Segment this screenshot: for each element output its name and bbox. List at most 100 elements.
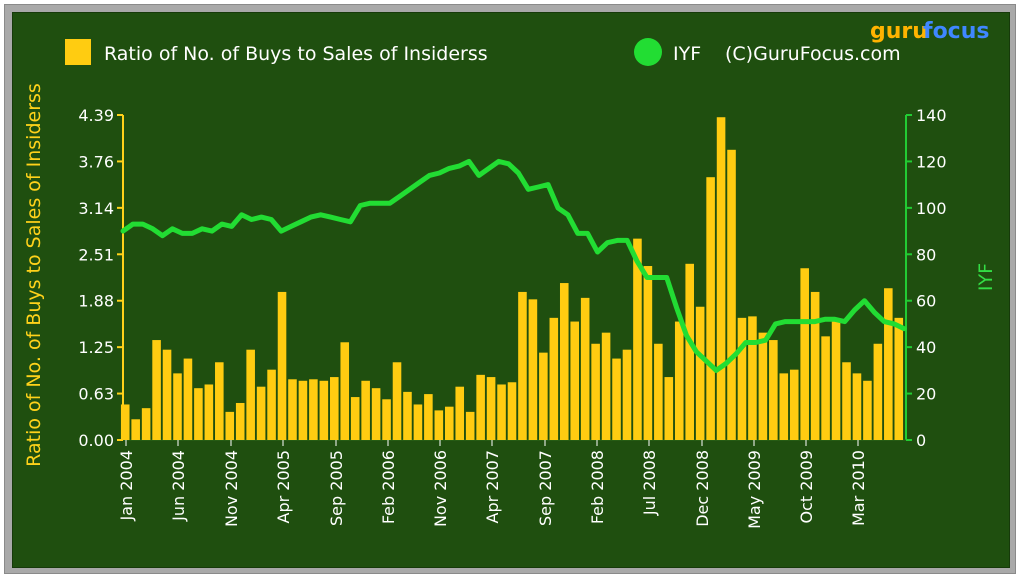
bar bbox=[319, 380, 329, 440]
bar bbox=[612, 358, 621, 440]
bar bbox=[350, 397, 360, 440]
y-left-tick-label: 1.88 bbox=[78, 292, 114, 311]
bar bbox=[413, 404, 423, 440]
x-tick-label: Mar 2010 bbox=[849, 450, 868, 526]
y-right-tick-label: 20 bbox=[916, 385, 936, 404]
bar bbox=[330, 377, 339, 440]
bar bbox=[727, 149, 736, 440]
y-right-tick-label: 100 bbox=[916, 199, 947, 218]
x-tick-label: Oct 2009 bbox=[797, 450, 816, 523]
x-tick-label: Feb 2008 bbox=[588, 450, 607, 524]
bar bbox=[152, 340, 161, 440]
bar bbox=[215, 362, 224, 440]
bar bbox=[246, 349, 255, 440]
bar bbox=[444, 406, 454, 440]
bar bbox=[486, 377, 496, 440]
bar bbox=[539, 352, 548, 440]
bar bbox=[685, 263, 694, 440]
y-right-tick-label: 0 bbox=[916, 431, 926, 450]
bar bbox=[831, 320, 841, 440]
y-right-tick-label: 120 bbox=[916, 152, 947, 171]
legend-line-swatch bbox=[634, 38, 662, 66]
bar bbox=[570, 321, 580, 440]
bar bbox=[528, 299, 538, 440]
legend-bars-label: Ratio of No. of Buys to Sales of Insider… bbox=[104, 43, 488, 65]
bar bbox=[194, 388, 203, 440]
bar bbox=[863, 380, 872, 440]
logo-text-focus: focus bbox=[923, 19, 989, 44]
x-axis-ticks: Jan 2004 Jun 2004 Nov 2004 Apr 2005 Sep 2005… bbox=[117, 440, 868, 529]
bar bbox=[559, 283, 569, 440]
y-left-tick-label: 0.63 bbox=[78, 385, 114, 404]
y-right-tick-label: 80 bbox=[916, 245, 936, 264]
y-left-tick-label: 2.51 bbox=[78, 245, 114, 264]
bar bbox=[371, 388, 381, 440]
bar bbox=[267, 369, 276, 440]
bar bbox=[580, 297, 590, 440]
bar bbox=[256, 386, 266, 440]
bar bbox=[737, 317, 747, 440]
bar bbox=[141, 408, 151, 440]
bar bbox=[654, 343, 663, 440]
y-left-tick-label: 3.76 bbox=[78, 152, 114, 171]
y-left-tick-label: 0.00 bbox=[78, 431, 114, 450]
logo-text-guru: guru bbox=[870, 19, 928, 44]
bar bbox=[225, 411, 235, 440]
y-left-tick-label: 4.39 bbox=[78, 106, 114, 125]
bar bbox=[769, 340, 778, 440]
bar bbox=[633, 238, 642, 440]
bar bbox=[706, 177, 715, 441]
bar bbox=[674, 321, 684, 440]
bar-series bbox=[120, 117, 904, 441]
bar bbox=[340, 342, 350, 440]
x-tick-label: May 2009 bbox=[745, 450, 764, 529]
bar bbox=[852, 373, 862, 440]
bar bbox=[810, 291, 820, 440]
x-tick-label: Jun 2004 bbox=[169, 450, 188, 522]
line-path bbox=[120, 158, 907, 373]
y-axis-left-title: Ratio of No. of Buys to Sales of Insider… bbox=[23, 83, 45, 467]
bar bbox=[643, 266, 653, 440]
bar bbox=[894, 317, 904, 440]
bar bbox=[392, 362, 402, 440]
bar bbox=[455, 386, 465, 440]
bar bbox=[183, 358, 193, 440]
bar bbox=[549, 317, 559, 440]
bar bbox=[518, 291, 527, 440]
legend: Ratio of No. of Buys to Sales of Insider… bbox=[65, 38, 901, 66]
bar bbox=[842, 362, 851, 440]
bar bbox=[204, 384, 214, 440]
x-tick-label: Feb 2006 bbox=[379, 450, 398, 524]
y-axis-right-ticks: 140 120 100 80 60 40 20 0 bbox=[906, 106, 947, 450]
chart-background bbox=[12, 12, 1010, 568]
bar bbox=[361, 380, 370, 440]
y-right-tick-label: 60 bbox=[916, 292, 936, 311]
bar bbox=[497, 384, 506, 440]
gurufocus-logo: guru focus bbox=[870, 19, 989, 44]
x-tick-label: Sep 2007 bbox=[536, 450, 555, 526]
x-tick-label: Sep 2005 bbox=[327, 450, 346, 526]
bar bbox=[716, 117, 726, 441]
legend-line-label: IYF bbox=[673, 43, 701, 65]
bar bbox=[800, 268, 809, 440]
y-left-tick-label: 1.25 bbox=[78, 338, 114, 357]
bar bbox=[622, 349, 632, 440]
bar bbox=[173, 373, 182, 440]
y-axis-left-ticks: 4.39 3.76 3.14 2.51 1.88 1.25 0.63 0.00 bbox=[78, 106, 123, 450]
bar bbox=[288, 379, 297, 440]
bar bbox=[476, 374, 485, 440]
x-tick-label: Apr 2007 bbox=[483, 450, 502, 523]
bar bbox=[298, 380, 308, 440]
legend-copyright: (C)GuruFocus.com bbox=[725, 43, 901, 65]
bar bbox=[758, 332, 768, 440]
bar bbox=[403, 391, 412, 440]
x-tick-label: Jan 2004 bbox=[117, 450, 136, 521]
bar bbox=[309, 379, 318, 440]
x-tick-label: Nov 2004 bbox=[222, 450, 241, 527]
bar bbox=[884, 288, 893, 440]
bar bbox=[382, 399, 391, 440]
x-tick-label: Dec 2008 bbox=[693, 450, 712, 527]
bar bbox=[235, 402, 245, 440]
bar bbox=[277, 291, 287, 440]
